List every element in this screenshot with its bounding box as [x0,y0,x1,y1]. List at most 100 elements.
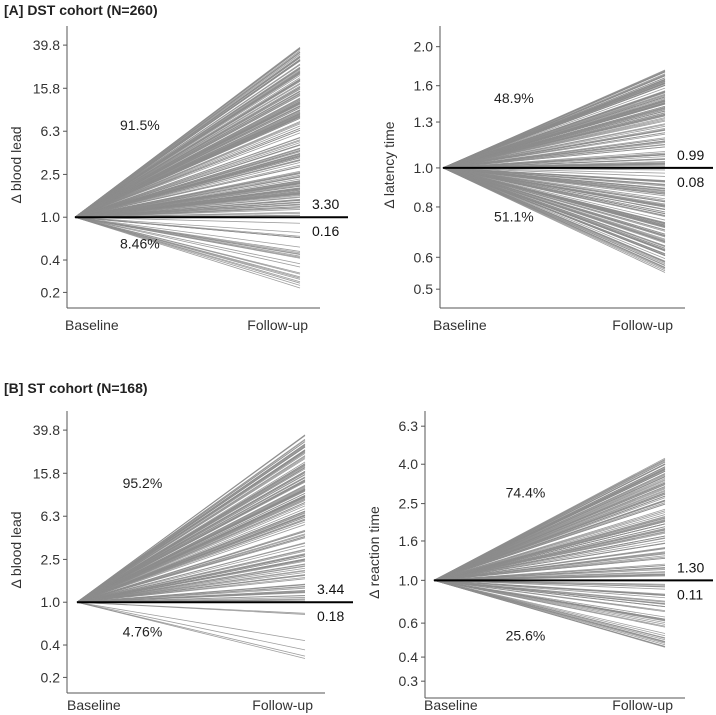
x-tick-followup: Follow-up [612,697,673,713]
trajectory-line [442,167,666,187]
trajectory-line [74,109,301,218]
trajectory-lines [76,434,306,659]
y-tick-label: 4.0 [399,456,419,472]
trajectory-line [442,167,666,182]
trajectory-line [76,567,306,603]
trajectory-line [433,579,666,647]
trajectory-line [442,167,666,266]
percent-decrease-label: 51.1% [494,209,534,225]
trajectory-line [442,74,666,169]
section-b-title: [B] ST cohort (N=168) [4,380,148,396]
trajectory-line [442,167,666,242]
end-label-top: 0.99 [677,147,704,163]
y-axis-label: Δ latency time [381,121,397,208]
trajectory-line [74,51,301,218]
y-axis-label: Δ reaction time [366,506,382,599]
trajectory-line [74,216,301,233]
percent-increase-label: 91.5% [120,117,160,133]
trajectory-line [76,545,306,603]
trajectory-line [433,495,666,581]
trajectory-line [74,150,301,218]
trajectory-line [433,514,666,581]
trajectory-line [76,570,306,603]
trajectory-line [76,601,306,657]
percent-decrease-label: 25.6% [506,628,546,644]
trajectory-line [442,167,666,238]
trajectory-line [442,167,666,215]
trajectory-line [74,155,301,218]
chart-panel-3: 0.2 0.4 1.0 2.5 6.3 15.8 39.8 Baseline Follow-up… [8,411,353,713]
end-label-bottom: 0.11 [677,586,703,602]
trajectory-line [76,461,306,603]
trajectory-line [433,469,666,581]
y-tick-label: 39.8 [33,37,60,53]
trajectory-line [76,492,306,603]
y-tick-label: 1.6 [399,533,419,549]
y-tick-label: 15.8 [33,80,60,96]
trajectory-line [442,167,666,226]
trajectory-line [76,574,306,603]
trajectory-line [442,167,666,257]
x-tick-baseline: Baseline [67,697,121,713]
chart-panels: 0.2 0.4 1.0 2.5 6.3 15.8 39.8 Baseline Follow-up… [8,26,713,713]
trajectory-line [74,188,301,218]
y-tick-label: 0.3 [399,673,419,689]
trajectory-line [74,95,301,218]
trajectory-line [74,140,301,218]
trajectory-line [433,487,666,581]
end-label-bottom: 0.08 [677,174,704,190]
end-label-top: 3.30 [312,196,339,212]
trajectory-line [442,100,666,169]
trajectory-line [74,206,301,218]
x-tick-baseline: Baseline [65,317,119,333]
trajectory-line [442,154,666,169]
trajectory-line [76,511,306,603]
trajectory-line [433,579,666,590]
trajectory-line [433,463,666,581]
trajectory-line [442,167,666,208]
trajectory-lines [442,69,666,273]
trajectory-line [76,455,306,603]
trajectory-line [74,98,301,218]
trajectory-lines [74,46,301,289]
trajectory-line [76,601,306,615]
trajectory-line [74,216,301,224]
trajectory-line [76,536,306,603]
trajectory-line [442,70,666,169]
trajectory-line [74,216,301,286]
chart-panel-2: 0.5 0.6 0.8 1.0 1.3 1.6 2.0 Baseline Follow-up Δ … [381,26,713,333]
trajectory-line [433,527,666,581]
trajectory-line [433,579,666,634]
trajectory-line [74,216,301,268]
trajectory-line [74,81,301,218]
chart-panel-4: 0.3 0.4 0.6 1.0 1.6 2.5 4.0 6.3 Baseline Follow-u… [366,411,713,713]
y-axis-label: Δ blood lead [8,511,24,588]
trajectory-line [433,579,666,605]
trajectory-line [433,531,666,581]
trajectory-line [442,79,666,169]
trajectory-line [433,579,666,612]
trajectory-line [74,75,301,218]
trajectory-line [442,167,666,221]
trajectory-line [74,88,301,218]
trajectory-line [442,103,666,169]
y-tick-label: 2.5 [41,166,61,182]
y-tick-label: 2.5 [41,551,61,567]
trajectory-line [442,167,666,200]
x-tick-baseline: Baseline [433,317,487,333]
y-tick-label: 1.0 [399,572,419,588]
y-tick-label: 0.2 [41,284,61,300]
trajectory-line [433,579,666,627]
trajectory-line [76,542,306,603]
trajectory-line [442,132,666,169]
end-label-bottom: 0.16 [312,223,339,239]
trajectory-line [76,444,306,603]
trajectory-line [74,83,301,218]
end-label-bottom: 0.18 [317,608,344,624]
trajectory-line [76,556,306,603]
trajectory-line [433,573,666,581]
trajectory-line [442,107,666,169]
trajectory-line [76,458,306,603]
trajectory-line [74,216,301,239]
